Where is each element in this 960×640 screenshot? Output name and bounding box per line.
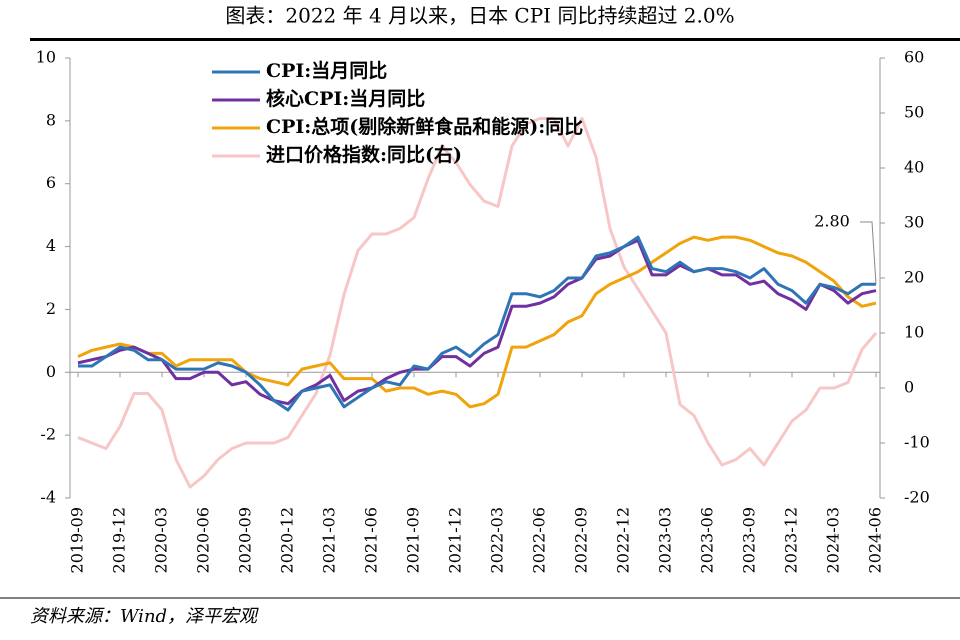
x-tick-label: 2022-12 <box>614 507 633 573</box>
y2-tick-label: 50 <box>904 103 924 122</box>
y-tick-label: 4 <box>46 236 56 255</box>
y2-tick-label: 60 <box>904 48 924 67</box>
x-tick-label: 2021-12 <box>446 507 465 573</box>
x-tick-label: 2020-06 <box>194 507 213 573</box>
y2-tick-label: 30 <box>904 213 924 232</box>
y2-tick-label: 20 <box>904 268 924 287</box>
legend-label: 核心CPI:当月同比 <box>266 87 425 110</box>
x-tick-label: 2022-03 <box>488 507 507 573</box>
x-tick-label: 2024-03 <box>824 507 843 573</box>
series-line <box>77 117 878 489</box>
x-tick-label: 2022-06 <box>530 507 549 573</box>
y-tick-label: 0 <box>46 362 56 381</box>
x-tick-label: 2023-06 <box>698 507 717 573</box>
x-tick-label: 2019-12 <box>110 507 129 573</box>
y2-tick-label: 40 <box>904 158 924 177</box>
y2-tick-label: -20 <box>904 488 930 507</box>
title-rule <box>30 38 960 41</box>
x-tick-label: 2023-12 <box>782 507 801 573</box>
legend-label: CPI:当月同比 <box>266 59 387 82</box>
y2-tick-label: 10 <box>904 323 924 342</box>
annotation-leader <box>860 221 877 285</box>
x-tick-label: 2023-09 <box>740 507 759 573</box>
x-tick-label: 2020-12 <box>278 507 297 573</box>
x-tick-label: 2020-03 <box>152 507 171 573</box>
x-tick-label: 2021-06 <box>362 507 381 573</box>
legend-label: 进口价格指数:同比(右) <box>266 143 462 166</box>
x-tick-label: 2021-09 <box>404 507 423 573</box>
x-tick-label: 2022-09 <box>572 507 591 573</box>
source: 资料来源：Wind，泽平宏观 <box>30 606 259 627</box>
x-tick-label: 2020-09 <box>236 507 255 573</box>
x-tick-label: 2024-06 <box>866 507 885 573</box>
chart-title: 图表：2022 年 4 月以来，日本 CPI 同比持续超过 2.0% <box>225 4 734 28</box>
x-tick-label: 2023-03 <box>656 507 675 573</box>
x-tick-label: 2019-09 <box>68 507 87 573</box>
y-tick-label: 8 <box>46 110 56 129</box>
series-line <box>78 235 876 412</box>
legend-label: CPI:总项(剔除新鲜食品和能源):同比 <box>266 115 583 138</box>
y-tick-label: -2 <box>40 425 56 444</box>
y2-tick-label: -10 <box>904 433 930 452</box>
series-line <box>77 235 877 409</box>
annotation: 2.80 <box>814 212 850 231</box>
y-tick-label: 2 <box>46 299 56 318</box>
y-tick-label: 10 <box>36 48 56 67</box>
y-tick-label: -4 <box>40 488 56 507</box>
y-tick-label: 6 <box>46 173 56 192</box>
x-tick-label: 2021-03 <box>320 507 339 573</box>
y2-tick-label: 0 <box>904 378 914 397</box>
series-line <box>77 238 877 406</box>
